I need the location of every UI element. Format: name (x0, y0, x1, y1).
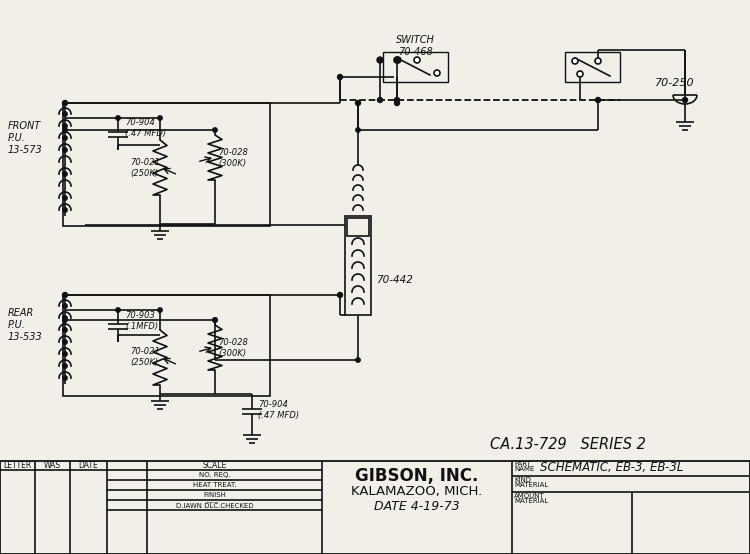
Circle shape (63, 352, 68, 356)
Circle shape (63, 124, 68, 128)
Circle shape (572, 58, 578, 64)
Text: CA.13-729   SERIES 2: CA.13-729 SERIES 2 (490, 437, 646, 452)
Circle shape (63, 328, 68, 332)
Text: KALAMAZOO, MICH.: KALAMAZOO, MICH. (351, 485, 483, 497)
Text: 70-021
(250K): 70-021 (250K) (130, 158, 160, 178)
Circle shape (338, 74, 343, 80)
Circle shape (62, 293, 68, 297)
Text: MATERIAL: MATERIAL (514, 482, 548, 488)
Circle shape (62, 100, 68, 105)
Text: DATE 4-19-73: DATE 4-19-73 (374, 500, 460, 512)
Circle shape (356, 100, 361, 105)
Circle shape (395, 57, 401, 63)
Text: 70-904
(.47 MFD): 70-904 (.47 MFD) (125, 119, 166, 138)
Circle shape (63, 364, 68, 368)
Text: 70-442: 70-442 (376, 275, 413, 285)
Circle shape (63, 304, 68, 308)
Circle shape (63, 316, 68, 320)
Bar (0, 461, 750, 554)
Circle shape (394, 57, 400, 63)
Circle shape (213, 318, 217, 322)
Text: HEAT TREAT.: HEAT TREAT. (194, 482, 237, 488)
Circle shape (116, 308, 120, 312)
Circle shape (682, 98, 688, 102)
Circle shape (356, 358, 360, 362)
Circle shape (63, 136, 68, 140)
Text: LETTER: LETTER (3, 461, 31, 470)
Text: FINISH: FINISH (203, 492, 226, 498)
Circle shape (63, 112, 68, 116)
Circle shape (63, 318, 68, 322)
Text: GIBSON, INC.: GIBSON, INC. (356, 467, 478, 485)
Text: SCHEMATIC, EB-3, EB-3L: SCHEMATIC, EB-3, EB-3L (540, 460, 683, 474)
Text: PART: PART (514, 461, 531, 467)
Circle shape (394, 100, 400, 105)
Text: AMOUNT: AMOUNT (514, 493, 544, 499)
Circle shape (63, 340, 68, 344)
Circle shape (595, 58, 601, 64)
Circle shape (158, 116, 162, 120)
Circle shape (63, 128, 68, 132)
Circle shape (213, 318, 217, 322)
Text: NO. REQ.: NO. REQ. (200, 472, 231, 478)
Text: MATERIAL: MATERIAL (514, 498, 548, 504)
Circle shape (414, 57, 420, 63)
Circle shape (63, 148, 68, 152)
Text: 70-021
(250K): 70-021 (250K) (130, 347, 160, 367)
Text: WAS: WAS (44, 461, 61, 470)
Circle shape (63, 196, 68, 200)
Text: DATE: DATE (78, 461, 98, 470)
Text: REAR
P.U.
13-533: REAR P.U. 13-533 (8, 309, 43, 342)
Circle shape (158, 308, 162, 312)
Circle shape (377, 57, 383, 63)
Text: NAME: NAME (514, 466, 534, 472)
Bar (565, 52, 620, 82)
Circle shape (116, 116, 120, 120)
Circle shape (356, 128, 360, 132)
Text: KIND: KIND (514, 477, 531, 483)
Circle shape (434, 70, 440, 76)
Text: 70-904
(.47 MFD): 70-904 (.47 MFD) (258, 401, 299, 420)
Text: FRONT
P.U.
13-573: FRONT P.U. 13-573 (8, 121, 43, 155)
Text: SWITCH
70-468: SWITCH 70-468 (395, 35, 434, 57)
Text: SCALE: SCALE (202, 461, 227, 470)
Circle shape (577, 71, 583, 77)
Text: D.IAWN D̅L̅C̅.CHECKED: D.IAWN D̅L̅C̅.CHECKED (176, 503, 254, 509)
Text: 70-250: 70-250 (655, 78, 694, 88)
Circle shape (63, 208, 68, 212)
Bar (63, 103, 270, 226)
Circle shape (338, 293, 343, 297)
Bar (345, 216, 371, 315)
Circle shape (63, 172, 68, 176)
Circle shape (213, 128, 217, 132)
Text: 70-028
(300K): 70-028 (300K) (218, 148, 248, 168)
Text: 70-903
(.1MFD): 70-903 (.1MFD) (125, 311, 158, 331)
Bar (383, 52, 448, 82)
Text: 70-028
(300K): 70-028 (300K) (218, 338, 248, 358)
Circle shape (596, 98, 601, 102)
Circle shape (63, 376, 68, 380)
Circle shape (377, 98, 382, 102)
Bar (63, 295, 270, 396)
Bar (347, 218, 369, 236)
Circle shape (394, 98, 400, 102)
